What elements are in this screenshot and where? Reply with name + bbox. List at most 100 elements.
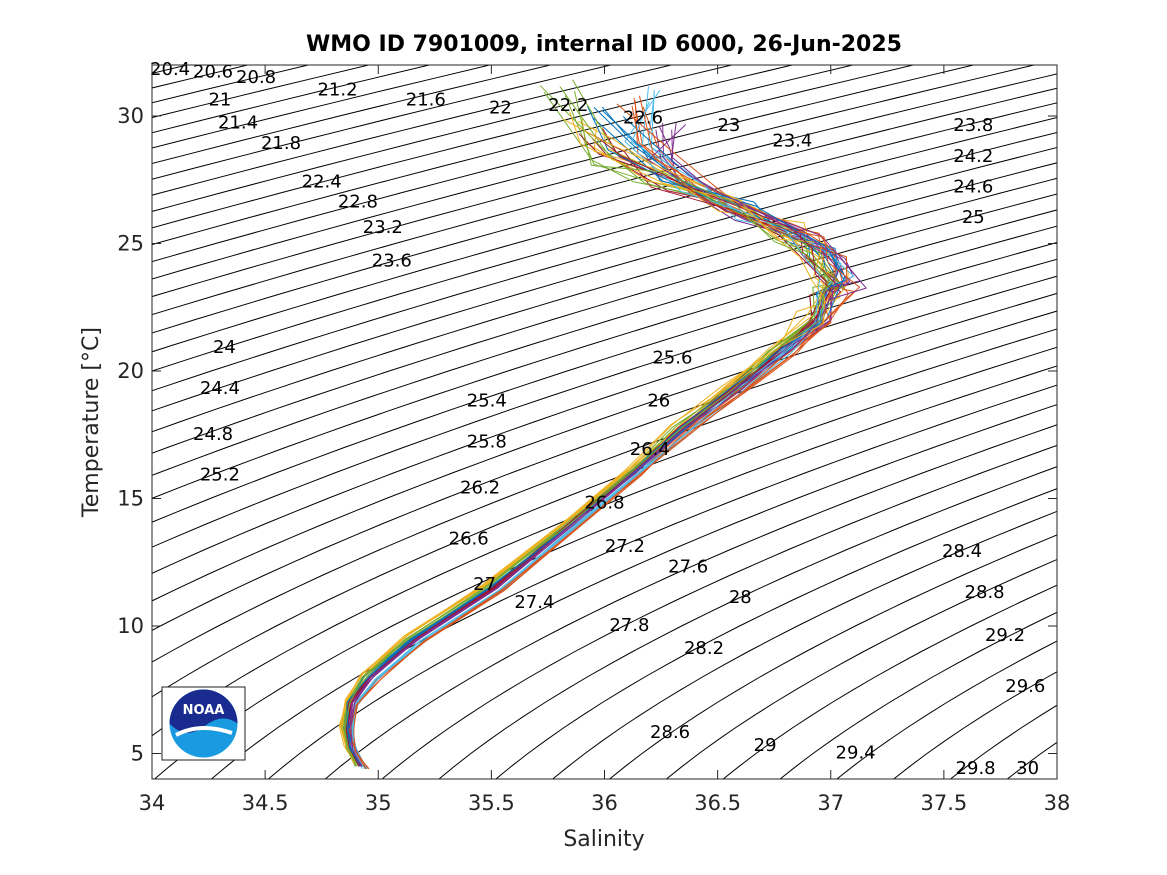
isopycnal-label: 26.4	[630, 439, 670, 460]
y-tick-label: 30	[117, 104, 144, 128]
y-tick-label: 25	[117, 232, 144, 256]
isopycnal-line	[152, 87, 1057, 334]
isopycnal-label: 27.2	[605, 536, 645, 557]
isopycnal-line	[152, 147, 1057, 412]
y-tick-label: 20	[117, 359, 144, 383]
profile-line	[346, 107, 846, 767]
isopycnal-label: 22.6	[623, 108, 663, 129]
isopycnal-line	[324, 424, 1057, 779]
isopycnal-label: 24.8	[193, 424, 233, 445]
isopycnal-label: 21.2	[317, 80, 357, 101]
isopycnal-label: 25.2	[200, 465, 240, 486]
isopycnal-label: 25.8	[467, 431, 507, 452]
isopycnal-label: 29.2	[985, 625, 1025, 646]
isopycnal-label: 22	[489, 97, 512, 118]
profile-line	[347, 133, 840, 767]
x-tick-label: 35.5	[468, 791, 515, 815]
isopycnal-line	[0, 40, 53, 805]
isopycnal-label: 28.6	[650, 722, 690, 743]
logo-wave-icon	[175, 726, 233, 737]
isopycnal-line	[1090, 40, 1167, 805]
isopycnal-line	[381, 444, 1057, 779]
y-tick-label: 15	[117, 487, 144, 511]
isopycnal-label: 27.6	[668, 556, 708, 577]
logo-top-icon	[169, 689, 238, 733]
isopycnal-line	[152, 65, 855, 246]
x-tick-label: 37	[817, 791, 844, 815]
isopycnal-line	[152, 65, 613, 180]
x-tick-label: 34	[139, 791, 166, 815]
x-tick-label: 35	[365, 791, 392, 815]
isopycnal-label: 22.2	[548, 95, 588, 116]
isopycnal-label: 21.8	[261, 133, 301, 154]
isopycnal-line	[722, 584, 1057, 779]
isopycnal-label: 22.4	[302, 171, 342, 192]
isopycnal-labels: 20.4 20.6 20.821 21.2 21.4 21.6 21.8 22 22.2 22.4…	[150, 59, 1045, 779]
isopycnal-label: 23.2	[363, 217, 403, 238]
isopycnal-label: 24.2	[953, 146, 993, 167]
isopycnal-label: 25.4	[467, 391, 507, 412]
isopycnal-line	[1147, 40, 1167, 805]
isopycnal-line	[152, 116, 1057, 372]
isopycnal-label: 29	[754, 735, 777, 756]
plot-area	[152, 65, 1057, 779]
isopycnal-line	[152, 328, 1057, 698]
isopycnal-line	[152, 292, 1057, 631]
isopycnal-label: 27.8	[609, 615, 649, 636]
isopycnal-label: 21.6	[406, 90, 446, 111]
profile-line	[345, 136, 832, 767]
isopycnal-line	[438, 466, 1057, 779]
isopycnal-line	[210, 384, 1057, 779]
x-tick-label: 36.5	[694, 791, 741, 815]
isopycnal-label: 27.4	[514, 592, 554, 613]
isopycnal-lines	[0, 40, 1167, 805]
isopycnal-label: 29.4	[836, 743, 876, 764]
isopycnal-line	[551, 510, 1057, 779]
x-axis-label: Salinity	[563, 827, 644, 852]
isopycnal-label: 20.6	[193, 62, 233, 83]
x-tick-label: 37.5	[920, 791, 967, 815]
isopycnal-label: 24.4	[200, 378, 240, 399]
isopycnal-label: 23.6	[372, 250, 412, 271]
isopycnal-line	[152, 177, 1057, 454]
isopycnal-label: 22.8	[338, 192, 378, 213]
isopycnal-label: 21	[208, 90, 231, 111]
isopycnal-label: 29.6	[1005, 676, 1045, 697]
isopycnal-label: 25.6	[652, 347, 692, 368]
isopycnal-line	[152, 225, 1057, 523]
isopycnal-label: 28.4	[942, 541, 982, 562]
isopycnal-line	[892, 671, 1057, 779]
logo-text: NOAA	[183, 703, 225, 718]
profile-line	[350, 129, 867, 767]
isopycnal-line	[267, 404, 1057, 779]
x-tick-label: 38	[1044, 791, 1071, 815]
isopycnal-label: 24.6	[953, 176, 993, 197]
isopycnal-label: 23.8	[953, 115, 993, 136]
isopycnal-label: 24	[213, 337, 236, 358]
profile-series	[338, 79, 867, 770]
isopycnal-label: 26.8	[584, 493, 624, 514]
isopycnal-line	[152, 65, 734, 212]
isopycnal-line	[152, 65, 674, 196]
isopycnal-line	[152, 275, 1057, 602]
isopycnal-label: 27	[473, 574, 496, 595]
isopycnal-label: 25	[962, 207, 985, 228]
y-tick-label: 10	[117, 614, 144, 638]
chart-title: WMO ID 7901009, internal ID 6000, 26-Jun…	[306, 32, 902, 57]
y-tick-label: 5	[131, 742, 144, 766]
isopycnal-line	[152, 65, 795, 229]
isopycnal-line	[152, 193, 1057, 476]
isopycnal-label: 20.4	[150, 59, 190, 80]
isopycnal-label: 30	[1016, 758, 1039, 779]
x-tick-label: 36	[591, 791, 618, 815]
isopycnal-label: 23	[717, 115, 740, 136]
isopycnal-line	[152, 65, 916, 263]
isopycnal-label: 20.8	[236, 67, 276, 88]
y-axis-label: Temperature [°C]	[79, 327, 104, 518]
isopycnal-label: 26.2	[460, 477, 500, 498]
isopycnal-line	[152, 258, 1057, 574]
isopycnal-line	[152, 346, 1057, 737]
isopycnal-label: 23.4	[772, 131, 812, 152]
isopycnal-line	[152, 131, 1057, 392]
